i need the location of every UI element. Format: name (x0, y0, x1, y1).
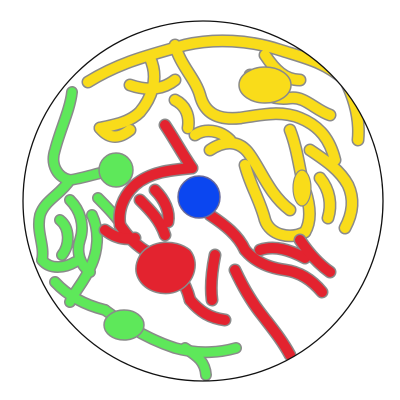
red-blob (135, 241, 196, 295)
boundary-circle (22, 20, 384, 382)
yellow-blob (238, 66, 292, 104)
green-blob-upper (98, 152, 134, 188)
red-region (98, 118, 337, 362)
blue-region (177, 175, 221, 219)
blue-core (177, 175, 221, 219)
yellow-region (81, 34, 365, 243)
green-blob-lower (103, 309, 145, 341)
